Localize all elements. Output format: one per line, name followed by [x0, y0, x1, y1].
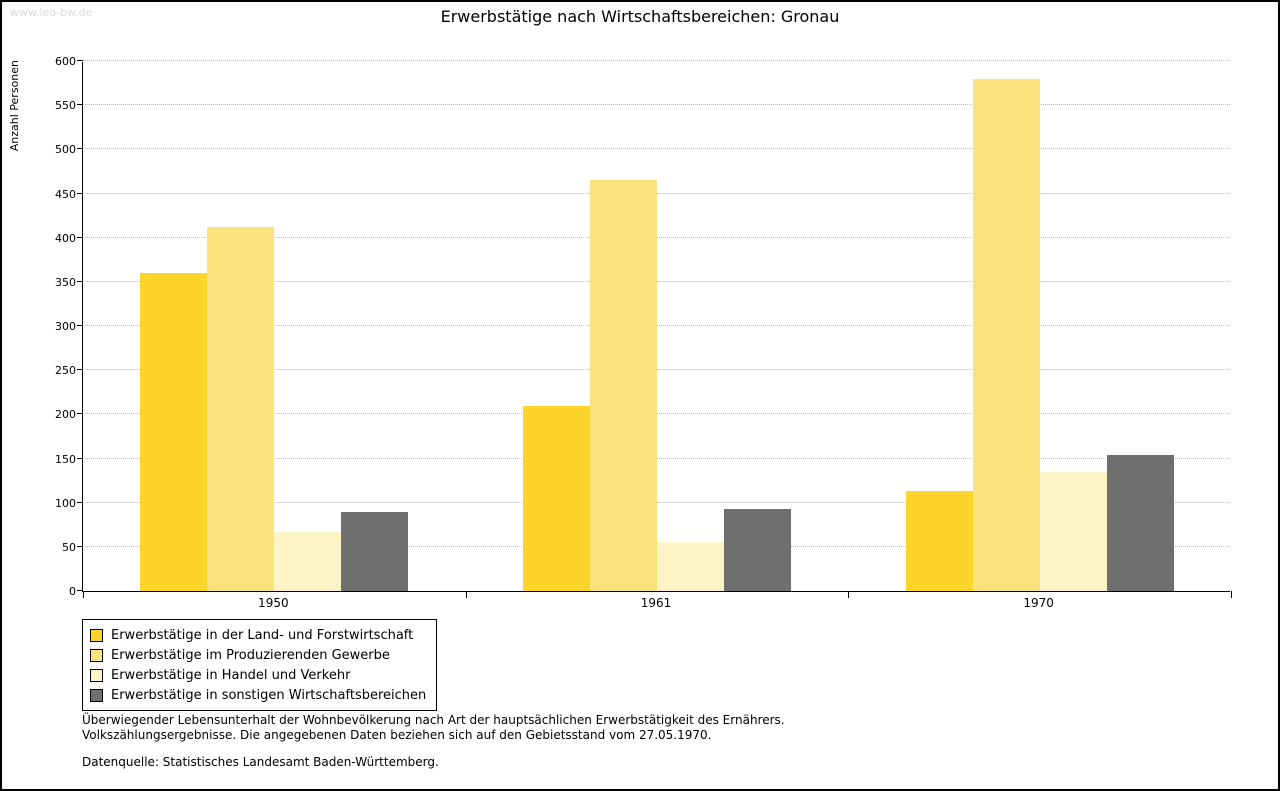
y-tick-label-450: 450 — [55, 187, 76, 201]
x-tick-mark — [848, 591, 850, 598]
y-tick-mark — [77, 545, 83, 547]
x-category-label-1961: 1961 — [640, 596, 672, 610]
gridline-600 — [83, 60, 1230, 61]
legend-swatch-icon — [90, 688, 103, 702]
x-category-label-1970: 1970 — [1023, 596, 1054, 610]
bar-1950-series-2 — [207, 227, 275, 591]
y-tick-mark — [77, 236, 83, 238]
y-tick-mark — [77, 369, 83, 371]
y-tick-label-250: 250 — [55, 364, 76, 378]
watermark: www.leo-bw.de — [10, 6, 93, 19]
bar-1961-series-2 — [590, 180, 657, 591]
legend-item-1: Erwerbstätige in der Land- und Forstwirt… — [90, 625, 426, 645]
y-tick-mark — [77, 148, 83, 150]
legend-label: Erwerbstätige im Produzierenden Gewerbe — [111, 647, 390, 663]
y-tick-mark — [77, 590, 83, 591]
bar-1950-series-4 — [341, 512, 409, 591]
legend-label: Erwerbstätige in der Land- und Forstwirt… — [111, 627, 414, 643]
y-tick-label-100: 100 — [55, 496, 76, 510]
legend: Erwerbstätige in der Land- und Forstwirt… — [82, 619, 438, 711]
legend-item-2: Erwerbstätige im Produzierenden Gewerbe — [90, 645, 426, 665]
y-tick-mark — [77, 280, 83, 282]
x-tick-mark — [83, 591, 84, 598]
bar-1970-series-1 — [905, 491, 973, 591]
y-tick-label-50: 50 — [62, 540, 76, 554]
y-tick-label-200: 200 — [55, 408, 76, 422]
legend-swatch-icon — [90, 668, 103, 682]
y-tick-label-0: 0 — [69, 585, 76, 598]
gridline-500 — [83, 148, 1230, 150]
x-category-label-1950: 1950 — [258, 596, 289, 610]
y-tick-label-300: 300 — [55, 320, 76, 333]
y-tick-mark — [77, 325, 83, 326]
legend-item-4: Erwerbstätige in sonstigen Wirtschaftsbe… — [90, 685, 426, 705]
y-tick-mark — [77, 104, 83, 106]
legend-swatch-icon — [90, 648, 103, 662]
y-tick-label-350: 350 — [55, 275, 76, 289]
bar-1961-series-1 — [523, 405, 590, 591]
y-tick-mark — [77, 501, 83, 503]
legend-swatch-icon — [90, 628, 103, 642]
x-axis-labels: 1950 1961 1970 — [82, 596, 1230, 614]
footnote-line-2: Volkszählungsergebnisse. Die angegebenen… — [82, 728, 712, 742]
x-tick-mark — [465, 591, 467, 598]
chart-title: Erwerbstätige nach Wirtschaftsbereichen:… — [440, 7, 840, 26]
y-tick-label-150: 150 — [55, 452, 76, 466]
legend-label: Erwerbstätige in Handel und Verkehr — [111, 667, 351, 683]
plot-area — [77, 60, 1232, 598]
y-tick-label-500: 500 — [55, 143, 76, 157]
bar-1970-series-3 — [1039, 471, 1107, 591]
y-tick-mark — [77, 457, 83, 459]
bar-1961-series-3 — [657, 541, 724, 591]
y-tick-label-400: 400 — [55, 231, 76, 245]
y-tick-mark — [77, 60, 83, 61]
data-source: Datenquelle: Statistisches Landesamt Bad… — [82, 755, 439, 769]
bar-1950-series-1 — [140, 273, 208, 591]
y-tick-mark — [77, 192, 83, 194]
bar-1970-series-2 — [972, 78, 1040, 591]
y-tick-mark — [77, 413, 83, 415]
bar-1970-series-4 — [1106, 454, 1174, 591]
footnote-line-1: Überwiegender Lebensunterhalt der Wohnbe… — [82, 713, 785, 727]
bar-1961-series-4 — [724, 508, 791, 591]
y-tick-label-600: 600 — [55, 55, 76, 68]
legend-item-3: Erwerbstätige in Handel und Verkehr — [90, 665, 426, 685]
y-tick-label-550: 550 — [55, 99, 76, 113]
x-tick-mark — [1231, 591, 1232, 598]
bar-1950-series-3 — [274, 531, 342, 591]
gridline-550 — [83, 104, 1230, 106]
legend-label: Erwerbstätige in sonstigen Wirtschaftsbe… — [111, 687, 427, 703]
y-axis-ticks: 0 50 100 150 200 250 300 350 400 450 500 550 600 — [2, 55, 76, 598]
footnotes: Überwiegender Lebensunterhalt der Wohnbe… — [82, 713, 785, 770]
